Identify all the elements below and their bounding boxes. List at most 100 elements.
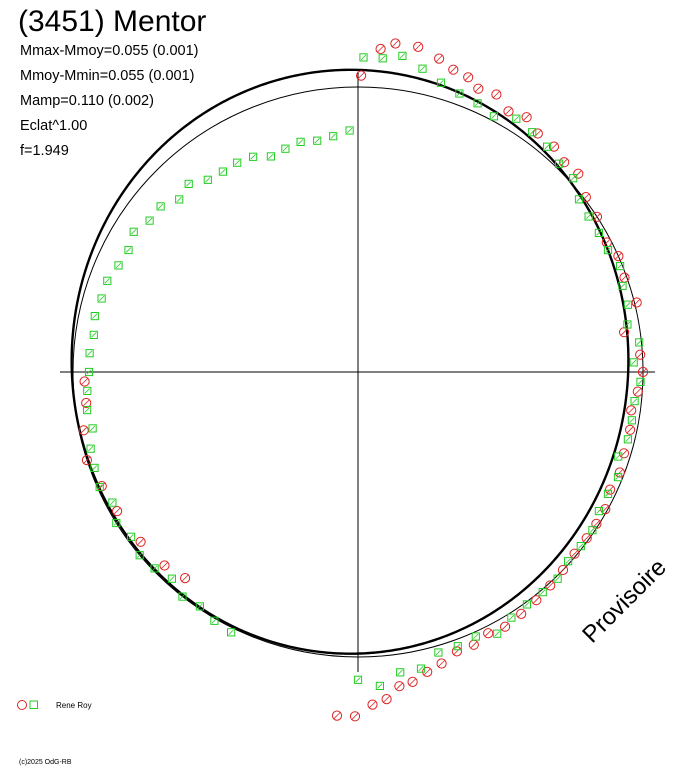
data-point-square <box>281 144 290 153</box>
point-errorbar <box>633 299 640 306</box>
point-errorbar <box>418 665 424 672</box>
point-errorbar <box>109 499 116 506</box>
point-errorbar <box>596 230 602 236</box>
point-marker <box>135 551 144 560</box>
point-marker <box>345 126 354 135</box>
data-point-circle <box>394 681 405 692</box>
point-marker <box>532 128 543 139</box>
point-marker <box>83 406 92 415</box>
point-errorbar <box>575 170 582 177</box>
point-marker <box>436 78 446 87</box>
point-marker <box>637 366 649 378</box>
point-marker <box>603 489 613 498</box>
data-point-square <box>543 142 552 151</box>
stat-eclat: Eclat^1.00 <box>20 118 88 134</box>
point-errorbar <box>157 203 164 210</box>
data-point-square <box>507 613 516 622</box>
point-errorbar <box>228 629 234 635</box>
data-point-square <box>471 632 480 641</box>
point-errorbar <box>282 146 289 152</box>
point-errorbar <box>571 550 578 557</box>
data-point-square <box>89 330 98 339</box>
point-errorbar <box>605 491 611 497</box>
data-point-square <box>375 681 384 690</box>
point-marker <box>375 681 384 690</box>
point-errorbar <box>583 534 590 542</box>
data-point-square <box>616 262 625 271</box>
stat-mmax-mmoy: Mmax-Mmoy=0.055 (0.001) <box>20 43 199 59</box>
point-errorbar <box>474 100 481 106</box>
data-point-circle <box>356 70 367 81</box>
point-errorbar <box>250 154 256 160</box>
point-marker <box>493 629 502 638</box>
data-point-square <box>135 551 144 560</box>
point-errorbar <box>91 465 98 471</box>
data-point-square <box>553 574 562 583</box>
point-errorbar <box>544 144 550 150</box>
point-marker <box>576 542 585 551</box>
data-point-circle <box>331 710 343 721</box>
point-errorbar <box>314 138 320 144</box>
data-point-square <box>124 245 133 255</box>
point-marker <box>631 297 642 308</box>
point-marker <box>555 159 564 168</box>
point-marker <box>129 227 138 236</box>
data-point-square <box>614 452 623 461</box>
point-marker <box>249 152 258 161</box>
point-errorbar <box>438 660 445 667</box>
point-errorbar <box>86 369 92 375</box>
data-point-square <box>623 320 632 329</box>
point-errorbar <box>533 596 540 604</box>
point-errorbar <box>636 351 644 358</box>
point-errorbar <box>603 239 611 246</box>
point-errorbar <box>297 139 304 145</box>
legend: Rene Roy <box>16 698 92 712</box>
data-point-square <box>313 136 322 145</box>
data-point-square <box>603 489 613 498</box>
point-marker <box>150 564 159 573</box>
data-point-circle <box>375 43 386 55</box>
point-marker <box>500 621 511 632</box>
point-errorbar <box>197 603 203 610</box>
point-marker <box>436 658 447 669</box>
data-point-square <box>86 444 95 453</box>
point-marker <box>398 51 407 60</box>
point-marker <box>581 533 592 544</box>
data-point-square <box>594 228 603 238</box>
point-errorbar <box>181 574 189 582</box>
point-marker <box>78 425 89 436</box>
data-point-square <box>453 642 462 651</box>
point-errorbar <box>146 217 153 224</box>
data-point-square <box>145 216 154 225</box>
point-errorbar <box>621 274 628 281</box>
data-point-circle <box>81 455 93 466</box>
point-errorbar <box>627 407 635 414</box>
point-marker <box>135 536 146 547</box>
point-marker <box>180 573 191 584</box>
point-errorbar <box>351 713 359 720</box>
stat-frequency: f=1.949 <box>20 143 69 159</box>
data-point-square <box>576 542 585 551</box>
data-point-circle <box>569 548 580 559</box>
point-errorbar <box>475 85 482 92</box>
data-point-square <box>203 175 212 184</box>
point-errorbar <box>234 160 240 166</box>
point-marker <box>614 452 623 461</box>
data-point-square <box>127 532 136 541</box>
data-point-circle <box>545 580 556 591</box>
point-marker <box>601 237 612 248</box>
data-point-circle <box>381 694 392 705</box>
data-point-circle <box>573 168 584 179</box>
point-errorbar <box>546 582 554 589</box>
data-point-square <box>623 300 632 309</box>
point-errorbar <box>639 368 647 376</box>
point-marker <box>145 216 154 225</box>
point-errorbar <box>593 520 600 528</box>
data-point-square <box>396 668 405 677</box>
data-point-circle <box>468 639 479 650</box>
data-point-square <box>88 424 97 433</box>
point-marker <box>543 142 552 151</box>
data-point-square <box>249 152 258 161</box>
point-marker <box>573 168 584 179</box>
chart-title: (3451) Mentor <box>18 5 207 38</box>
